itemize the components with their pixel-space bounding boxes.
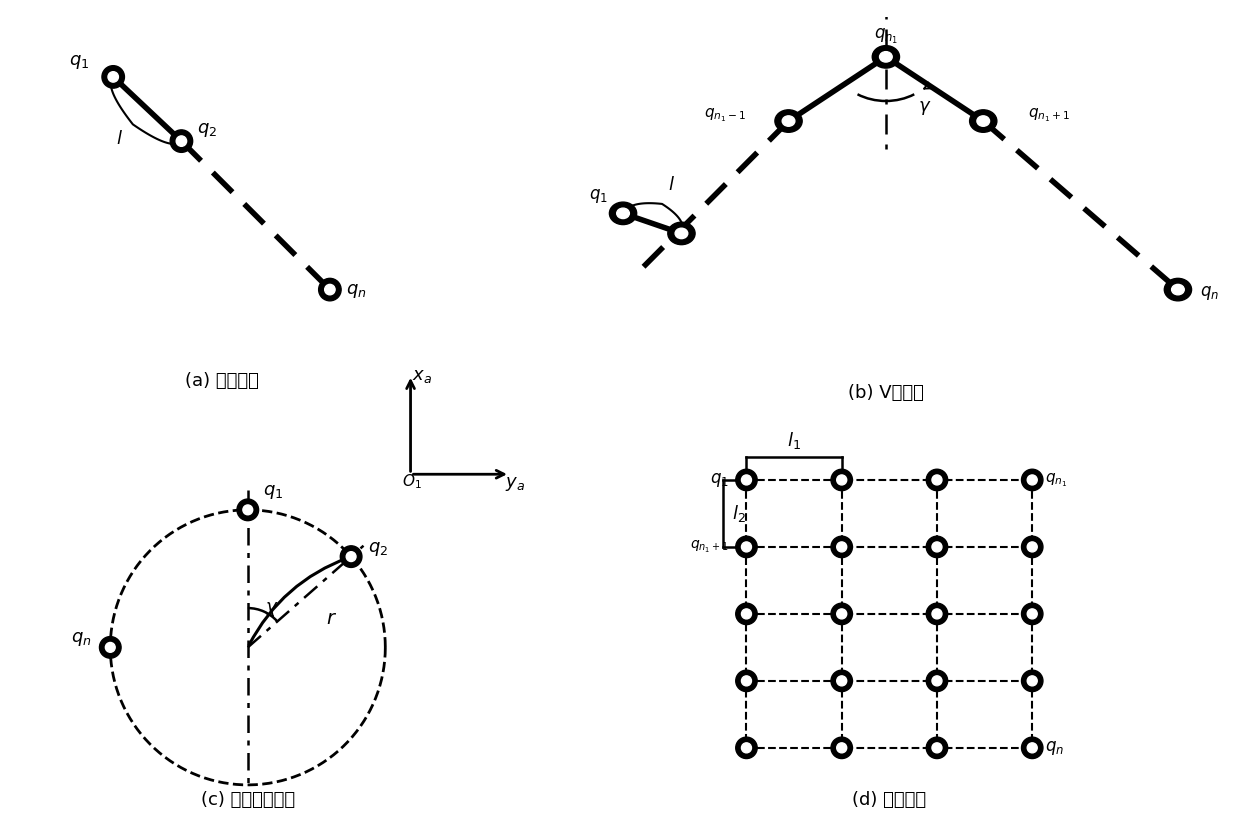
Text: $q_1$: $q_1$	[710, 471, 729, 489]
Circle shape	[741, 475, 752, 485]
Circle shape	[1027, 542, 1037, 552]
Circle shape	[170, 130, 192, 152]
Circle shape	[318, 278, 341, 301]
Circle shape	[836, 609, 846, 619]
Circle shape	[836, 475, 846, 485]
Text: $q_{n_1+1}$: $q_{n_1+1}$	[1028, 106, 1070, 124]
Circle shape	[237, 499, 259, 521]
Circle shape	[1021, 670, 1043, 691]
Text: $q_{n_1+1}$: $q_{n_1+1}$	[690, 539, 729, 555]
Circle shape	[782, 116, 795, 126]
Text: $r$: $r$	[326, 609, 337, 628]
Circle shape	[831, 737, 852, 758]
Text: $q_{n_1}$: $q_{n_1}$	[873, 27, 898, 46]
Circle shape	[831, 536, 852, 558]
Circle shape	[970, 110, 997, 132]
Circle shape	[243, 505, 253, 515]
Circle shape	[774, 110, 802, 132]
Circle shape	[836, 743, 846, 753]
Circle shape	[872, 46, 900, 68]
Circle shape	[736, 469, 757, 491]
Text: $O_1$: $O_1$	[401, 472, 421, 492]
Circle shape	[1027, 675, 1037, 686]
Text: $q_1$: $q_1$	[590, 187, 608, 206]
Circle shape	[1021, 737, 1043, 758]
Circle shape	[105, 642, 115, 652]
Circle shape	[836, 675, 846, 686]
Circle shape	[346, 552, 356, 562]
Circle shape	[736, 604, 757, 624]
Text: $q_n$: $q_n$	[71, 630, 92, 649]
Circle shape	[927, 604, 948, 624]
Circle shape	[341, 546, 362, 568]
Circle shape	[836, 542, 846, 552]
Text: $l_2$: $l_2$	[732, 503, 746, 524]
Circle shape	[927, 670, 948, 691]
Circle shape	[932, 542, 942, 552]
Circle shape	[831, 469, 852, 491]
Circle shape	[932, 475, 942, 485]
Text: $q_2$: $q_2$	[197, 121, 218, 139]
Circle shape	[741, 542, 752, 552]
Text: $x_a$: $x_a$	[413, 367, 432, 385]
Circle shape	[99, 636, 121, 658]
Circle shape	[1021, 536, 1043, 558]
Circle shape	[932, 743, 942, 753]
Text: (b) V字随形: (b) V字随形	[847, 384, 924, 402]
Text: $l_1$: $l_1$	[787, 430, 802, 451]
Text: $q_n$: $q_n$	[346, 282, 367, 299]
Text: $q_n$: $q_n$	[1199, 283, 1219, 302]
Circle shape	[932, 609, 942, 619]
Text: $l$: $l$	[115, 130, 123, 148]
Text: (c) 正多边形随形: (c) 正多边形随形	[201, 791, 295, 808]
Circle shape	[736, 536, 757, 558]
Text: $q_1$: $q_1$	[263, 483, 282, 501]
Text: $l$: $l$	[668, 176, 675, 195]
Circle shape	[102, 66, 124, 88]
Circle shape	[176, 136, 187, 146]
Text: $q_{n_1-1}$: $q_{n_1-1}$	[704, 106, 746, 124]
Circle shape	[1172, 284, 1184, 295]
Text: $q_n$: $q_n$	[1044, 739, 1064, 757]
Circle shape	[1027, 609, 1037, 619]
Text: $\gamma$: $\gamma$	[918, 99, 930, 117]
Circle shape	[675, 228, 688, 238]
Circle shape	[831, 670, 852, 691]
Text: $q_{n_1}$: $q_{n_1}$	[1044, 472, 1067, 489]
Text: $\gamma$: $\gamma$	[265, 600, 279, 618]
Circle shape	[610, 202, 637, 225]
Text: $q_1$: $q_1$	[69, 53, 89, 71]
Text: $q_2$: $q_2$	[368, 540, 389, 558]
Circle shape	[1021, 604, 1043, 624]
Circle shape	[108, 72, 119, 82]
Circle shape	[741, 609, 752, 619]
Circle shape	[1027, 743, 1037, 753]
Circle shape	[976, 116, 990, 126]
Circle shape	[1021, 469, 1043, 491]
Circle shape	[927, 737, 948, 758]
Circle shape	[736, 737, 757, 758]
Circle shape	[880, 52, 892, 62]
Text: (a) 直线随形: (a) 直线随形	[185, 372, 259, 390]
Circle shape	[1165, 278, 1192, 301]
Circle shape	[1027, 475, 1037, 485]
Circle shape	[617, 208, 629, 218]
Text: $y_a$: $y_a$	[504, 475, 524, 492]
Circle shape	[668, 222, 695, 245]
Text: (d) 矩形随形: (d) 矩形随形	[852, 791, 927, 809]
Circle shape	[741, 743, 752, 753]
Circle shape	[741, 675, 752, 686]
Circle shape	[736, 670, 757, 691]
Circle shape	[932, 675, 942, 686]
Circle shape	[927, 536, 948, 558]
Circle shape	[927, 469, 948, 491]
Circle shape	[831, 604, 852, 624]
Circle shape	[325, 284, 335, 295]
